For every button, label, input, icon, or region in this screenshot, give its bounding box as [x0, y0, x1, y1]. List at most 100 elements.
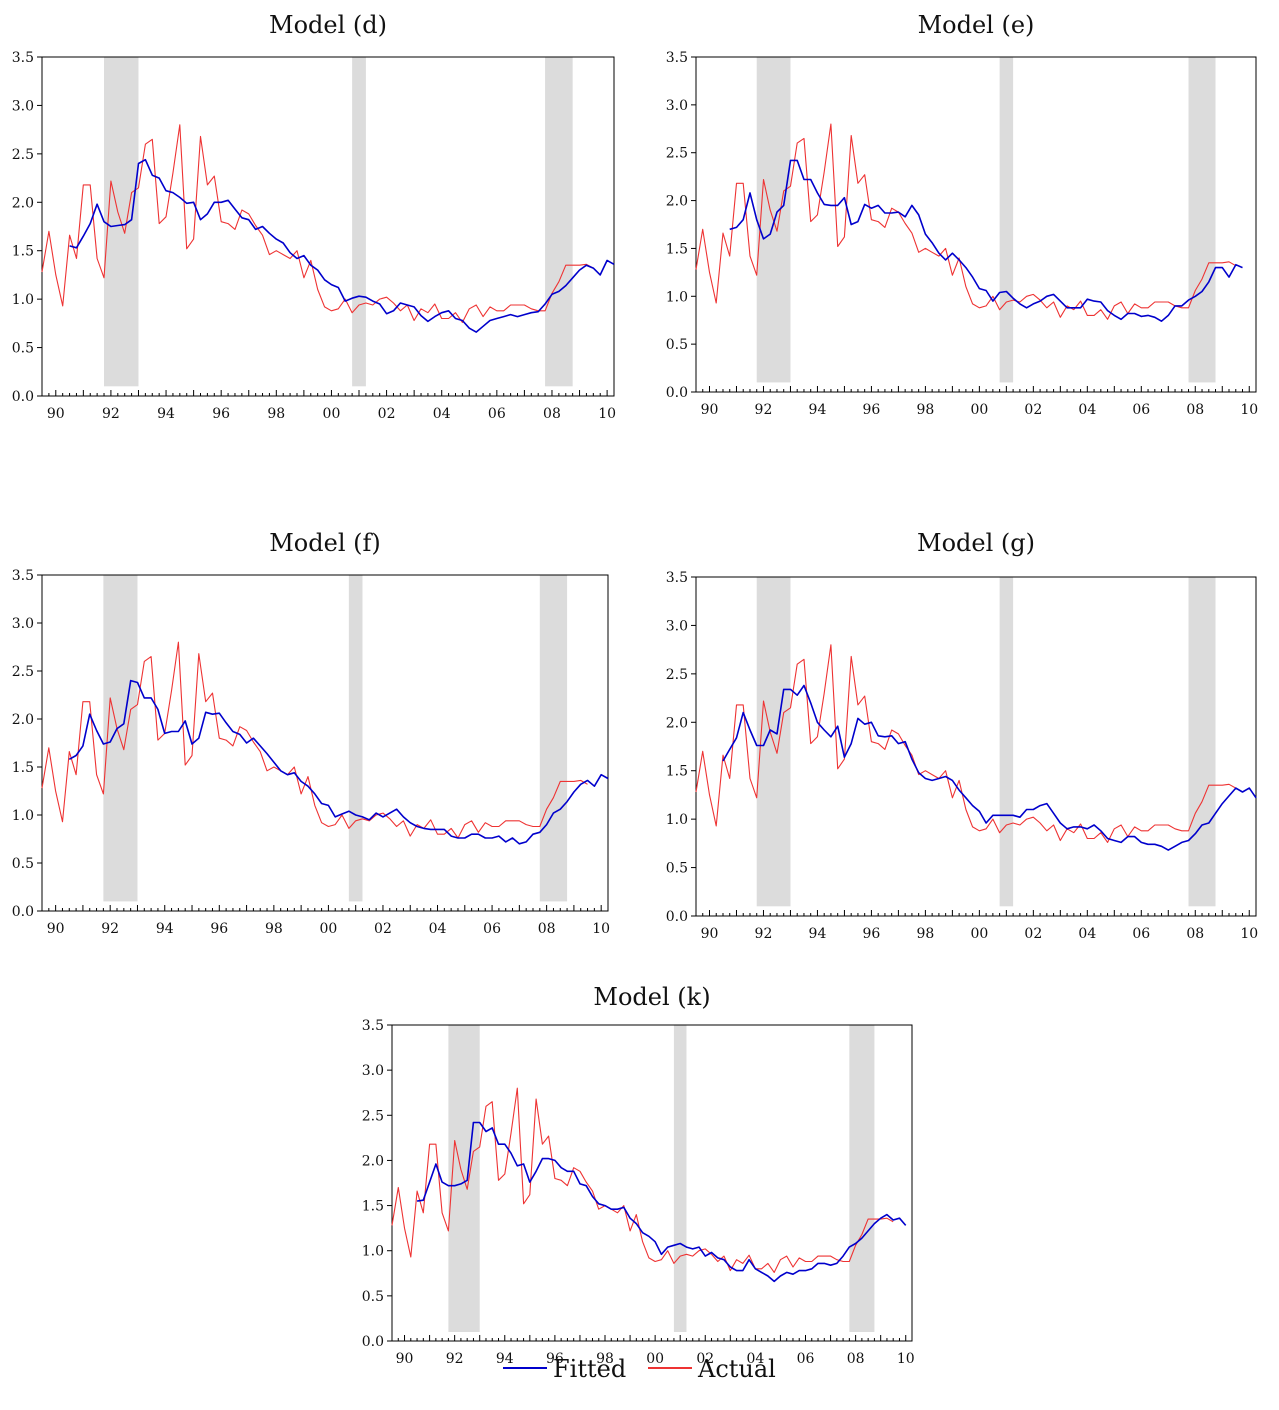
- x-tick-label: 96: [863, 402, 881, 418]
- y-tick-label: 0.5: [666, 337, 688, 353]
- x-tick-label: 04: [1078, 926, 1096, 942]
- series-line-fitted: [69, 158, 615, 333]
- chart-title: Model (e): [918, 11, 1035, 39]
- chart-title: Model (f): [269, 529, 381, 557]
- y-tick-label: 0.0: [362, 1334, 384, 1350]
- series-line-fitted: [68, 679, 609, 845]
- legend-actual-label: Actual: [697, 1355, 776, 1383]
- x-tick-label: 92: [755, 926, 773, 942]
- recession-band: [673, 1025, 687, 1332]
- legend: Fitted Actual: [503, 1355, 776, 1383]
- x-tick-label: 06: [1132, 402, 1150, 418]
- x-tick-label: 10: [1240, 402, 1258, 418]
- y-tick-label: 0.5: [666, 861, 688, 877]
- x-tick-label: 90: [47, 406, 65, 422]
- chart-title: Model (k): [593, 983, 710, 1011]
- x-tick-label: 04: [429, 921, 447, 937]
- chart-panel-2: Model (e) 0.0 0.5 1.0 1.5 2.0 2.5 3.0 3.5 90 92 94 9…: [666, 11, 1258, 418]
- y-tick-label: 2.5: [666, 146, 688, 162]
- recession-band: [1188, 57, 1216, 383]
- y-tick-label: 3.0: [12, 98, 34, 114]
- x-tick-label: 90: [47, 921, 65, 937]
- x-tick-label: 00: [970, 402, 988, 418]
- series-line-fitted: [416, 1121, 907, 1283]
- series-line-fitted: [729, 159, 1243, 323]
- x-tick-label: 96: [210, 921, 228, 937]
- x-tick-label: 98: [265, 921, 283, 937]
- legend-fitted-label: Fitted: [553, 1355, 626, 1383]
- recession-band: [348, 575, 363, 902]
- x-tick-label: 90: [701, 402, 719, 418]
- x-tick-label: 92: [101, 921, 119, 937]
- chart-panel-5: Model (k) 0.0 0.5 1.0 1.5 2.0 2.5 3.0 3.5 90 92 94 9…: [362, 983, 915, 1367]
- x-tick-label: 04: [746, 1351, 764, 1367]
- recession-band: [849, 1025, 875, 1332]
- x-tick-label: 02: [1024, 402, 1042, 418]
- y-tick-label: 2.0: [12, 712, 34, 728]
- chart-title: Model (g): [917, 529, 1035, 557]
- y-tick-label: 2.5: [12, 664, 34, 680]
- series-line-fitted: [722, 684, 1257, 851]
- y-tick-label: 0.5: [12, 341, 34, 357]
- recession-band: [999, 57, 1014, 383]
- x-tick-label: 00: [319, 921, 337, 937]
- x-tick-label: 08: [847, 1351, 865, 1367]
- x-tick-label: 98: [916, 402, 934, 418]
- x-tick-label: 02: [374, 921, 392, 937]
- y-tick-label: 3.0: [12, 616, 34, 632]
- y-tick-label: 2.5: [666, 667, 688, 683]
- series-line-actual: [41, 641, 588, 839]
- y-tick-label: 3.5: [12, 50, 34, 66]
- x-tick-label: 00: [323, 406, 341, 422]
- y-tick-label: 2.5: [362, 1108, 384, 1124]
- x-tick-label: 04: [1078, 402, 1096, 418]
- y-tick-label: 1.0: [666, 812, 688, 828]
- x-tick-label: 02: [378, 406, 396, 422]
- x-tick-label: 10: [897, 1351, 915, 1367]
- x-tick-label: 06: [483, 921, 501, 937]
- y-tick-label: 0.0: [12, 904, 34, 920]
- x-tick-label: 96: [546, 1351, 564, 1367]
- y-tick-label: 1.5: [666, 241, 688, 257]
- y-tick-label: 1.0: [12, 808, 34, 824]
- series-line-actual: [41, 124, 594, 323]
- y-tick-label: 0.0: [666, 909, 688, 925]
- y-tick-label: 3.5: [362, 1018, 384, 1034]
- recession-band: [352, 57, 366, 387]
- x-tick-label: 06: [488, 406, 506, 422]
- plot-frame: [41, 56, 615, 397]
- x-tick-label: 00: [646, 1351, 664, 1367]
- y-tick-label: 3.5: [12, 568, 34, 584]
- x-tick-label: 94: [809, 402, 827, 418]
- x-tick-label: 98: [596, 1351, 614, 1367]
- y-tick-label: 1.0: [362, 1244, 384, 1260]
- x-tick-label: 02: [1024, 926, 1042, 942]
- chart-panel-1: Model (d) 0.0 0.5 1.0 1.5 2.0 2.5 3.0 3.5 90 92 94 9…: [12, 11, 616, 422]
- chart-panel-4: Model (g) 0.0 0.5 1.0 1.5 2.0 2.5 3.0 3.5 90 92 94 9…: [666, 529, 1258, 942]
- y-tick-label: 0.5: [362, 1289, 384, 1305]
- y-tick-label: 2.0: [12, 195, 34, 211]
- y-tick-label: 3.0: [362, 1063, 384, 1079]
- y-tick-label: 0.5: [12, 856, 34, 872]
- y-tick-label: 2.0: [666, 194, 688, 210]
- x-tick-label: 90: [396, 1351, 414, 1367]
- y-tick-label: 1.0: [12, 292, 34, 308]
- x-tick-label: 94: [156, 921, 174, 937]
- recession-band: [545, 57, 573, 387]
- x-tick-label: 10: [1240, 926, 1258, 942]
- x-tick-label: 92: [446, 1351, 464, 1367]
- x-tick-label: 08: [538, 921, 556, 937]
- recession-band: [539, 575, 568, 902]
- y-tick-label: 1.0: [666, 289, 688, 305]
- series-line-actual: [391, 1087, 894, 1273]
- y-tick-label: 0.0: [666, 385, 688, 401]
- y-tick-label: 0.0: [12, 389, 34, 405]
- x-tick-label: 90: [701, 926, 719, 942]
- y-tick-label: 2.0: [666, 715, 688, 731]
- x-tick-label: 94: [496, 1351, 514, 1367]
- y-tick-label: 2.5: [12, 147, 34, 163]
- plot-frame: [695, 56, 1257, 393]
- recession-band: [999, 577, 1014, 907]
- plot-frame: [391, 1024, 913, 1342]
